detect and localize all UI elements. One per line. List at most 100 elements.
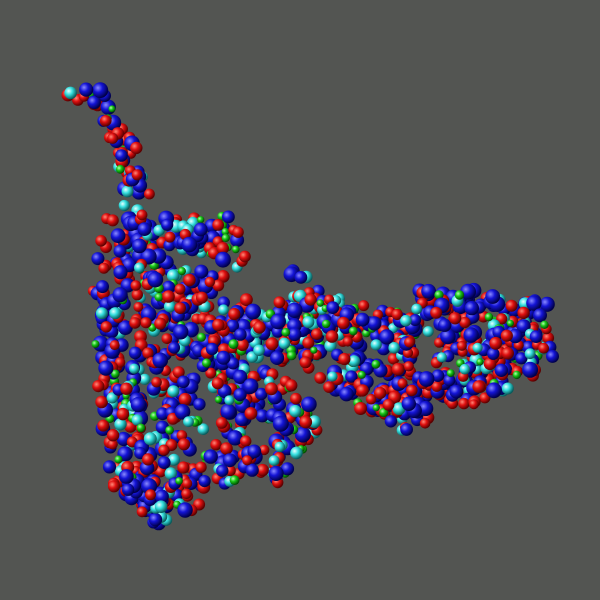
atom-sphere (118, 320, 133, 335)
atom-sphere (228, 339, 239, 350)
atom-sphere (483, 357, 497, 371)
atom-sphere (147, 271, 164, 288)
atom-sphere (128, 346, 142, 360)
atom-sphere (214, 396, 223, 404)
atom-sphere (152, 352, 168, 369)
atom-sphere (400, 423, 413, 436)
atom-sphere (166, 269, 180, 282)
atom-sphere (216, 350, 231, 365)
atom-sphere (281, 327, 291, 337)
atom-sphere (181, 236, 198, 253)
atom-sphere (183, 273, 196, 287)
atom-sphere (290, 446, 303, 460)
atom-sphere (132, 238, 147, 254)
atom-sphere (195, 291, 208, 304)
atom-sphere (326, 301, 340, 314)
atom-sphere (356, 384, 369, 397)
atom-sphere (174, 302, 187, 314)
atom-sphere (299, 356, 312, 369)
atom-sphere (476, 358, 484, 366)
atom-sphere (107, 132, 119, 144)
atom-sphere (79, 82, 94, 97)
atom-sphere (242, 455, 253, 466)
atom-sphere (339, 386, 354, 402)
atom-sphere (210, 439, 222, 451)
atom-sphere (116, 407, 130, 421)
atom-sphere (177, 438, 191, 451)
atom-sphere (143, 432, 157, 446)
atom-sphere (270, 313, 286, 330)
atom-sphere (110, 228, 126, 244)
atom-sphere (178, 392, 192, 406)
atom-sphere (98, 360, 114, 376)
atom-sphere (202, 358, 212, 368)
atom-sphere (506, 319, 514, 327)
atom-sphere (379, 407, 389, 418)
atom-sphere (255, 387, 268, 401)
atom-sphere (358, 300, 370, 312)
atom-sphere (212, 219, 225, 231)
atom-sphere (111, 369, 120, 379)
atom-sphere (115, 164, 125, 174)
atom-sphere (115, 149, 128, 162)
atom-sphere (130, 280, 142, 291)
atom-sphere (526, 295, 542, 311)
atom-sphere (373, 386, 387, 400)
atom-sphere (227, 430, 243, 446)
atom-sphere (193, 222, 208, 237)
atom-sphere (131, 414, 143, 426)
atom-sphere (270, 350, 285, 365)
atom-sphere (379, 329, 395, 345)
atom-sphere (472, 380, 486, 393)
atom-sphere (286, 302, 303, 319)
atom-sphere (294, 271, 308, 284)
atom-sphere (100, 115, 112, 127)
atom-sphere (91, 252, 105, 266)
atom-sphere (134, 262, 145, 274)
atom-sphere (121, 185, 134, 198)
atom-sphere (500, 329, 513, 342)
atom-sphere (505, 299, 518, 312)
atom-sphere (431, 369, 445, 383)
atom-sphere (342, 336, 353, 347)
atom-sphere (479, 392, 491, 404)
atom-sphere (323, 381, 335, 393)
atom-sphere (162, 290, 175, 303)
atom-sphere (140, 317, 152, 329)
atom-sphere (501, 347, 514, 360)
atom-sphere (419, 418, 431, 429)
atom-sphere (131, 289, 143, 301)
atom-sphere (546, 349, 559, 363)
atom-sphere (321, 319, 331, 329)
atom-sphere (456, 340, 467, 351)
atom-sphere (148, 512, 163, 527)
atom-sphere (265, 382, 278, 396)
atom-sphere (204, 276, 215, 288)
atom-sphere (91, 340, 100, 349)
atom-sphere (436, 352, 447, 363)
atom-sphere (494, 363, 508, 377)
atom-sphere (304, 293, 317, 306)
atom-sphere (285, 379, 298, 392)
atom-sphere (372, 404, 380, 412)
atom-sphere (129, 317, 141, 329)
atom-sphere (121, 483, 135, 496)
atom-sphere (216, 464, 229, 477)
atom-sphere (357, 370, 366, 379)
atom-sphere (131, 169, 143, 181)
atom-sphere (348, 326, 358, 336)
atom-sphere (384, 415, 398, 428)
atom-sphere (154, 317, 167, 330)
atom-sphere (337, 316, 350, 330)
atom-sphere (114, 455, 123, 464)
atom-sphere (108, 105, 116, 113)
atom-sphere (212, 318, 225, 332)
atom-sphere (278, 337, 291, 350)
atom-sphere (517, 306, 530, 320)
atom-sphere (136, 506, 148, 518)
atom-sphere (367, 316, 382, 331)
atom-sphere (161, 333, 173, 344)
atom-sphere (172, 366, 185, 379)
atom-sphere (459, 316, 471, 329)
